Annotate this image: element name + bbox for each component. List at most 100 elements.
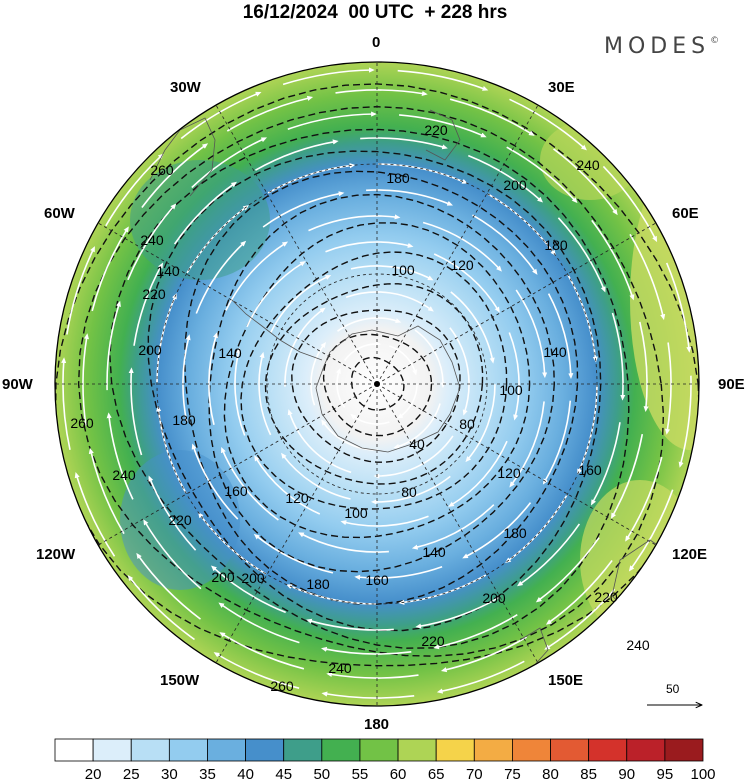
contour-label: 140 (156, 263, 180, 279)
wind-streamline (465, 384, 496, 463)
contour-label: 140 (543, 344, 567, 360)
wind-streamline (468, 154, 544, 203)
peninsula-coastline (231, 299, 323, 361)
colorbar-box (359, 738, 399, 762)
wind-streamline (509, 401, 545, 488)
wind-streamline (88, 447, 125, 535)
wind-streamline (255, 139, 339, 171)
wind-reference-label: 50 (666, 682, 680, 696)
wind-streamline (433, 614, 518, 650)
wind-streamline (415, 597, 499, 629)
contour-label: 180 (306, 576, 330, 592)
contour-label: 220 (168, 512, 192, 528)
wind-streamline (225, 241, 289, 311)
graticule (55, 62, 699, 706)
colorbar (54, 738, 704, 762)
lon-label-90w: 90W (2, 376, 33, 393)
colorbar-box (435, 738, 475, 762)
wind-streamline (258, 351, 272, 436)
wind-streamline (509, 98, 587, 151)
colorbar-label: 75 (504, 766, 521, 783)
contour-label: 140 (422, 544, 446, 560)
colorbar-box (321, 738, 361, 762)
contour-label: 240 (140, 232, 164, 248)
geopotential-contour (264, 283, 484, 485)
wind-streamline (335, 367, 346, 408)
colorbar-box (54, 738, 94, 762)
wind-streamline (335, 89, 428, 96)
contour-label: 140 (218, 345, 242, 361)
wind-streamline (254, 455, 321, 515)
contour-label: 100 (499, 382, 523, 398)
lon-label-30e: 30E (548, 79, 575, 96)
contour-label: 40 (409, 436, 425, 452)
wind-streamline (373, 435, 454, 479)
wind-streamline (281, 452, 351, 500)
wind-streamline (74, 472, 116, 557)
wind-streamline (450, 291, 495, 364)
contour-label: 260 (270, 678, 294, 694)
contour-labels: 220 180 200 180 100 120 140 140 100 80 120 160 180 20… (70, 122, 650, 694)
wind-streamline (221, 446, 279, 521)
wind-streamline (611, 312, 626, 401)
chart-title: 16/12/2024 00 UTC + 228 hrs (242, 2, 508, 23)
wind-streamline (298, 532, 389, 553)
wind-streamline (182, 334, 191, 423)
wind-streamline (106, 412, 134, 500)
colorbar-label: 25 (122, 766, 140, 783)
lon-label-120w: 120W (36, 546, 76, 563)
contour-label: 160 (365, 572, 389, 588)
wind-streamline (213, 652, 300, 689)
colorbar-label: 50 (313, 766, 331, 783)
colorbar-label: 60 (389, 766, 407, 783)
wind-streamline (191, 443, 239, 520)
contour-label: 200 (482, 590, 506, 606)
wind-streamline (345, 291, 434, 312)
wind-streamline (284, 307, 326, 387)
wind-streamline (287, 409, 352, 474)
wind-streamline (310, 341, 327, 406)
wind-streamline (270, 275, 332, 333)
wind-streamline (508, 332, 520, 421)
wind-streamline (91, 226, 129, 312)
wind-streamline (625, 456, 663, 542)
colorbar-label: 20 (84, 766, 102, 783)
colorbar-box (512, 738, 551, 762)
colorbar-box (588, 738, 628, 762)
wind-streamline (370, 475, 451, 505)
wind-streamline (449, 327, 470, 416)
contour-label: 240 (626, 637, 650, 653)
wind-streamline (433, 253, 500, 313)
wind-streamline (449, 98, 535, 136)
lon-label-60w: 60W (44, 205, 75, 222)
contour-label: 160 (224, 483, 248, 499)
wind-streamline (180, 91, 262, 140)
wind-streamline (340, 515, 429, 527)
colorbar-box (130, 738, 170, 762)
new-zealand-coastline (519, 627, 549, 669)
wind-streamline (602, 165, 658, 243)
wind-streamline (399, 114, 487, 138)
wind-streamline (253, 533, 334, 574)
contour-label: 260 (150, 162, 174, 178)
contour-label: 180 (503, 525, 527, 541)
wind-streamline (219, 632, 305, 670)
wind-streamline (321, 691, 415, 699)
wind-streamline (397, 69, 489, 91)
wind-streamline (234, 347, 246, 436)
wind-streamline (639, 321, 649, 413)
colorbar-label: 45 (275, 766, 293, 783)
wind-streamline (610, 433, 644, 519)
wind-reference-arrow (647, 698, 706, 712)
colorbar-box (550, 738, 590, 762)
map-boundary (54, 61, 700, 707)
wind-streamline (553, 148, 618, 216)
contour-label: 180 (172, 412, 196, 428)
wind-streamline (262, 191, 345, 228)
contour-label: 220 (594, 589, 618, 605)
wind-streamline (506, 146, 578, 204)
africa-coastline (425, 109, 461, 161)
colorbar-box (168, 738, 208, 762)
wind-streamline (148, 475, 197, 551)
contour-label: 260 (70, 415, 94, 431)
